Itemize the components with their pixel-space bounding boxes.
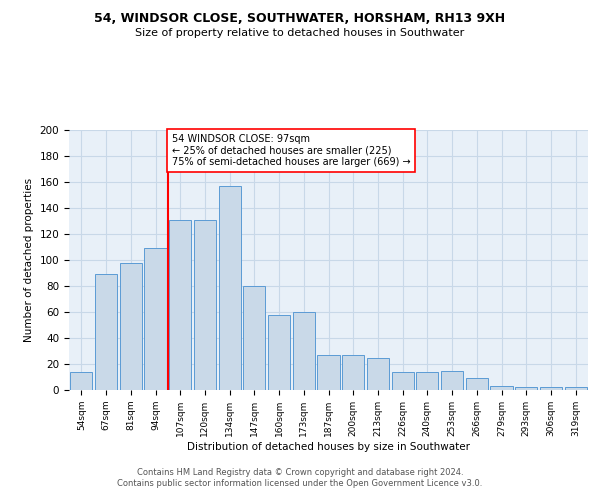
Bar bbox=[194, 220, 216, 390]
Bar bbox=[540, 388, 562, 390]
Bar bbox=[293, 312, 315, 390]
Bar bbox=[416, 372, 439, 390]
Bar bbox=[119, 262, 142, 390]
Text: Size of property relative to detached houses in Southwater: Size of property relative to detached ho… bbox=[136, 28, 464, 38]
Bar bbox=[218, 186, 241, 390]
Text: Contains HM Land Registry data © Crown copyright and database right 2024.
Contai: Contains HM Land Registry data © Crown c… bbox=[118, 468, 482, 487]
Bar bbox=[342, 355, 364, 390]
Bar bbox=[268, 314, 290, 390]
Bar bbox=[441, 370, 463, 390]
X-axis label: Distribution of detached houses by size in Southwater: Distribution of detached houses by size … bbox=[187, 442, 470, 452]
Bar bbox=[392, 372, 414, 390]
Bar bbox=[95, 274, 117, 390]
Bar bbox=[515, 388, 538, 390]
Text: 54 WINDSOR CLOSE: 97sqm
← 25% of detached houses are smaller (225)
75% of semi-d: 54 WINDSOR CLOSE: 97sqm ← 25% of detache… bbox=[172, 134, 410, 167]
Bar bbox=[243, 286, 265, 390]
Bar bbox=[466, 378, 488, 390]
Bar bbox=[145, 248, 167, 390]
Bar bbox=[317, 355, 340, 390]
Y-axis label: Number of detached properties: Number of detached properties bbox=[24, 178, 34, 342]
Bar bbox=[70, 372, 92, 390]
Bar bbox=[169, 220, 191, 390]
Bar bbox=[565, 388, 587, 390]
Bar bbox=[490, 386, 512, 390]
Bar bbox=[367, 358, 389, 390]
Text: 54, WINDSOR CLOSE, SOUTHWATER, HORSHAM, RH13 9XH: 54, WINDSOR CLOSE, SOUTHWATER, HORSHAM, … bbox=[94, 12, 506, 26]
